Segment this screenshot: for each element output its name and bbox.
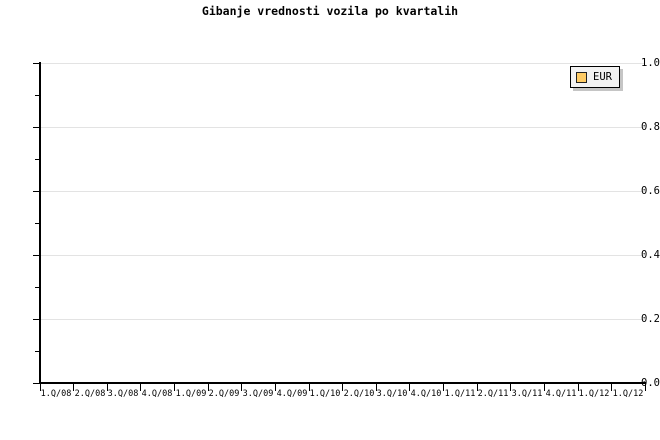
x-axis-label-4: 4.Q/08	[141, 389, 173, 399]
gridline-0.6	[40, 191, 645, 192]
x-axis-label-6: 2.Q/09	[208, 389, 240, 399]
y-axis-tick-major	[33, 63, 40, 64]
y-axis-label-0.6: 0.6	[641, 185, 660, 197]
x-axis-label-5: 1.Q/09	[175, 389, 207, 399]
legend-swatch-eur	[576, 71, 587, 83]
y-axis-tick-minor	[35, 223, 40, 224]
x-axis-label-9: 1.Q/10	[309, 389, 341, 399]
x-axis-label-15: 3.Q/11	[511, 389, 543, 399]
y-axis-tick-major	[33, 383, 40, 384]
x-axis-label-14: 2.Q/11	[477, 389, 509, 399]
x-axis-tick	[208, 384, 209, 391]
x-axis-tick	[241, 384, 242, 391]
x-axis-label-17: 1.Q/12	[578, 389, 610, 399]
y-axis-label-0.4: 0.4	[641, 249, 660, 261]
y-axis-line	[39, 62, 41, 384]
legend-label-eur: EUR	[593, 70, 612, 83]
chart-legend[interactable]: EUR	[570, 66, 620, 88]
y-axis-tick-minor	[35, 287, 40, 288]
x-axis-tick	[40, 384, 41, 391]
x-axis-tick	[611, 384, 612, 391]
chart-title: Gibanje vrednosti vozila po kvartalih	[201, 4, 459, 18]
x-axis-tick	[73, 384, 74, 391]
gridline-0.2	[40, 319, 645, 320]
x-axis-tick	[510, 384, 511, 391]
x-axis-tick	[342, 384, 343, 391]
x-axis-tick	[578, 384, 579, 391]
x-axis-tick	[544, 384, 545, 391]
x-axis-label-10: 2.Q/10	[343, 389, 375, 399]
gridline-1.0	[40, 63, 645, 64]
gridline-0.8	[40, 127, 645, 128]
y-axis-label-0.8: 0.8	[641, 121, 660, 133]
x-axis-label-12: 4.Q/10	[410, 389, 442, 399]
x-axis-label-13: 1.Q/11	[444, 389, 476, 399]
y-axis-tick-minor	[35, 95, 40, 96]
x-axis-label-18: 1.Q/12	[612, 389, 644, 399]
y-axis-label-0.0: 0.0	[641, 377, 660, 389]
y-axis-tick-minor	[35, 351, 40, 352]
x-axis-tick	[275, 384, 276, 391]
gridline-0.4	[40, 255, 645, 256]
x-axis-tick	[376, 384, 377, 391]
x-axis-tick	[107, 384, 108, 391]
x-axis-line	[39, 382, 646, 384]
y-axis-tick-major	[33, 191, 40, 192]
y-axis-label-0.2: 0.2	[641, 313, 660, 325]
x-axis-tick	[140, 384, 141, 391]
y-axis-tick-major	[33, 255, 40, 256]
y-axis-tick-minor	[35, 159, 40, 160]
x-axis-label-3: 3.Q/08	[107, 389, 139, 399]
x-axis-tick	[477, 384, 478, 391]
y-axis-tick-major	[33, 319, 40, 320]
x-axis-tick	[645, 384, 646, 391]
y-axis-tick-major	[33, 127, 40, 128]
y-axis-label-1.0: 1.0	[641, 57, 660, 69]
x-axis-tick	[443, 384, 444, 391]
x-axis-label-1: 1.Q/08	[40, 389, 72, 399]
plot-area	[40, 63, 645, 383]
x-axis-label-7: 3.Q/09	[242, 389, 274, 399]
x-axis-label-2: 2.Q/08	[74, 389, 106, 399]
x-axis-label-8: 4.Q/09	[276, 389, 308, 399]
x-axis-label-11: 3.Q/10	[376, 389, 408, 399]
x-axis-tick	[409, 384, 410, 391]
x-axis-label-16: 4.Q/11	[545, 389, 577, 399]
x-axis-tick	[309, 384, 310, 391]
x-axis-tick	[174, 384, 175, 391]
